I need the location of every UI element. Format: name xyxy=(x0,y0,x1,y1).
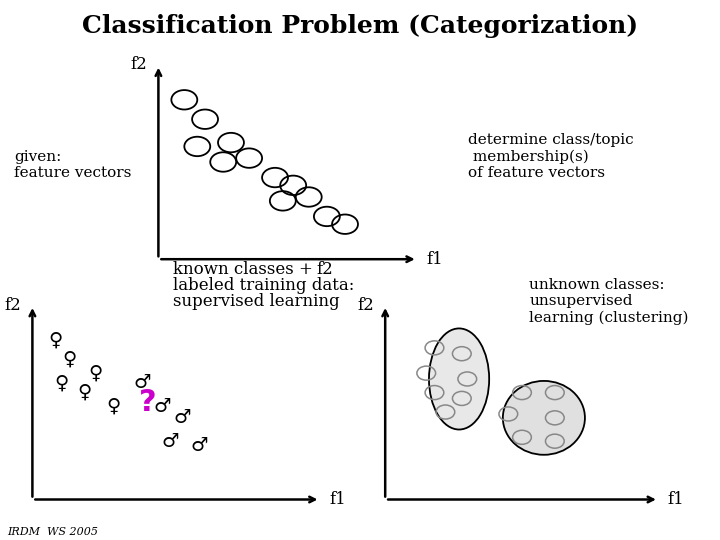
Text: ♂: ♂ xyxy=(174,408,191,427)
Text: ♂: ♂ xyxy=(153,397,171,416)
Text: ♀: ♀ xyxy=(54,373,68,393)
Text: IRDM  WS 2005: IRDM WS 2005 xyxy=(7,527,98,537)
Text: unknown classes:
unsupervised
learning (clustering): unknown classes: unsupervised learning (… xyxy=(529,278,689,325)
Text: ♂: ♂ xyxy=(133,373,150,393)
Ellipse shape xyxy=(429,328,489,429)
Text: ♀: ♀ xyxy=(63,350,77,369)
Text: f2: f2 xyxy=(317,261,333,278)
Text: f2: f2 xyxy=(358,296,374,314)
Text: f1: f1 xyxy=(426,251,443,268)
Text: Classification Problem (Categorization): Classification Problem (Categorization) xyxy=(82,14,638,37)
Text: given:
feature vectors: given: feature vectors xyxy=(14,150,132,180)
Text: ♀: ♀ xyxy=(48,330,63,349)
Text: f1: f1 xyxy=(667,491,684,508)
Text: ♀: ♀ xyxy=(106,397,120,416)
Text: f1: f1 xyxy=(329,491,346,508)
Text: supervised learning: supervised learning xyxy=(173,294,339,310)
Text: ♀: ♀ xyxy=(77,383,91,402)
Text: ♀: ♀ xyxy=(89,363,103,383)
Text: f2: f2 xyxy=(131,56,148,73)
Text: determine class/topic
 membership(s)
of feature vectors: determine class/topic membership(s) of f… xyxy=(468,133,634,180)
Text: ?: ? xyxy=(139,388,156,417)
Text: known classes +: known classes + xyxy=(173,261,312,278)
Text: f2: f2 xyxy=(5,296,22,314)
Text: ♂: ♂ xyxy=(162,431,179,451)
Text: ♂: ♂ xyxy=(191,436,208,455)
Text: labeled training data:: labeled training data: xyxy=(173,278,354,294)
Ellipse shape xyxy=(503,381,585,455)
